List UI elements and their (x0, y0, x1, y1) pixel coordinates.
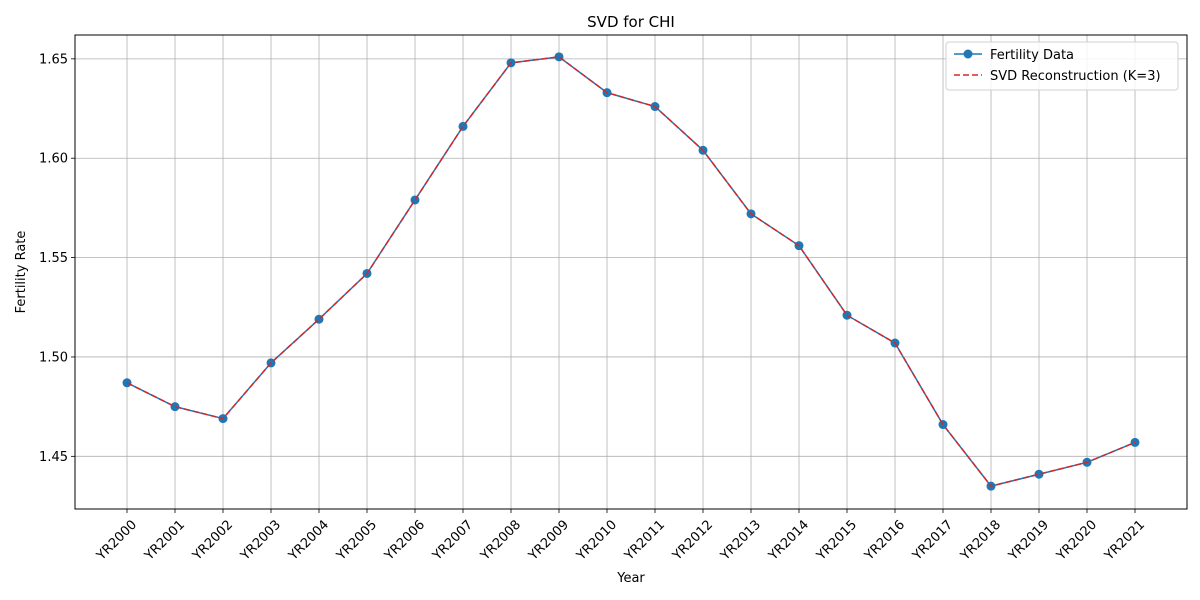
x-tick-label: YR2012 (669, 517, 716, 564)
series-line-svd-reconstruction (126, 56, 1136, 487)
x-tick-label: YR2020 (1053, 517, 1100, 564)
x-tick-label: YR2010 (573, 517, 620, 564)
series-line-fertility-data (126, 56, 1136, 487)
y-axis-label: Fertility Rate (14, 231, 29, 314)
y-tick-label: 1.55 (39, 251, 68, 266)
x-tick-label: YR2006 (381, 517, 428, 564)
data-point-fertility (170, 402, 180, 412)
legend-label-svd-reconstruction: SVD Reconstruction (K=3) (990, 69, 1161, 84)
y-tick-label: 1.65 (39, 52, 68, 67)
x-axis-ticks: YR2000 YR2001 YR2002 YR2003 YR2004 YR2005 YR20… (93, 509, 1148, 564)
x-tick-label: YR2004 (285, 517, 332, 564)
x-tick-label: YR2018 (957, 517, 1004, 564)
y-axis-ticks: 1.45 1.50 1.55 1.60 1.65 (39, 52, 75, 465)
data-point-fertility (410, 195, 420, 205)
legend-box (945, 41, 1179, 91)
x-tick-label: YR2013 (717, 517, 764, 564)
series-layer (122, 52, 1140, 491)
x-tick-label: YR2001 (141, 517, 188, 564)
x-tick-label: YR2019 (1005, 517, 1052, 564)
x-tick-label: YR2011 (621, 517, 668, 564)
data-point-fertility (842, 310, 852, 320)
x-tick-label: YR2000 (93, 517, 140, 564)
plot-frame (74, 34, 1188, 510)
y-tick-label: 1.60 (39, 152, 68, 167)
x-tick-label: YR2015 (813, 517, 860, 564)
x-tick-label: YR2008 (477, 517, 524, 564)
legend-label-fertility-data: Fertility Data (990, 48, 1074, 63)
x-tick-label: YR2007 (429, 517, 476, 564)
chart-title: SVD for CHI (587, 13, 675, 31)
x-tick-label: YR2003 (237, 517, 284, 564)
x-tick-label: YR2021 (1101, 517, 1148, 564)
x-axis-label: Year (616, 571, 645, 586)
x-tick-label: YR2002 (189, 517, 236, 564)
x-tick-label: YR2017 (909, 517, 956, 564)
legend-marker-fertility-data (963, 49, 973, 59)
grid (75, 35, 1187, 509)
y-tick-label: 1.50 (39, 350, 68, 365)
x-tick-label: YR2014 (765, 517, 812, 564)
x-tick-label: YR2016 (861, 517, 908, 564)
x-tick-label: YR2009 (525, 517, 572, 564)
y-tick-label: 1.45 (39, 450, 68, 465)
x-tick-label: YR2005 (333, 517, 380, 564)
data-point-fertility (1034, 469, 1044, 479)
legend: Fertility Data SVD Reconstruction (K=3) (945, 41, 1179, 91)
